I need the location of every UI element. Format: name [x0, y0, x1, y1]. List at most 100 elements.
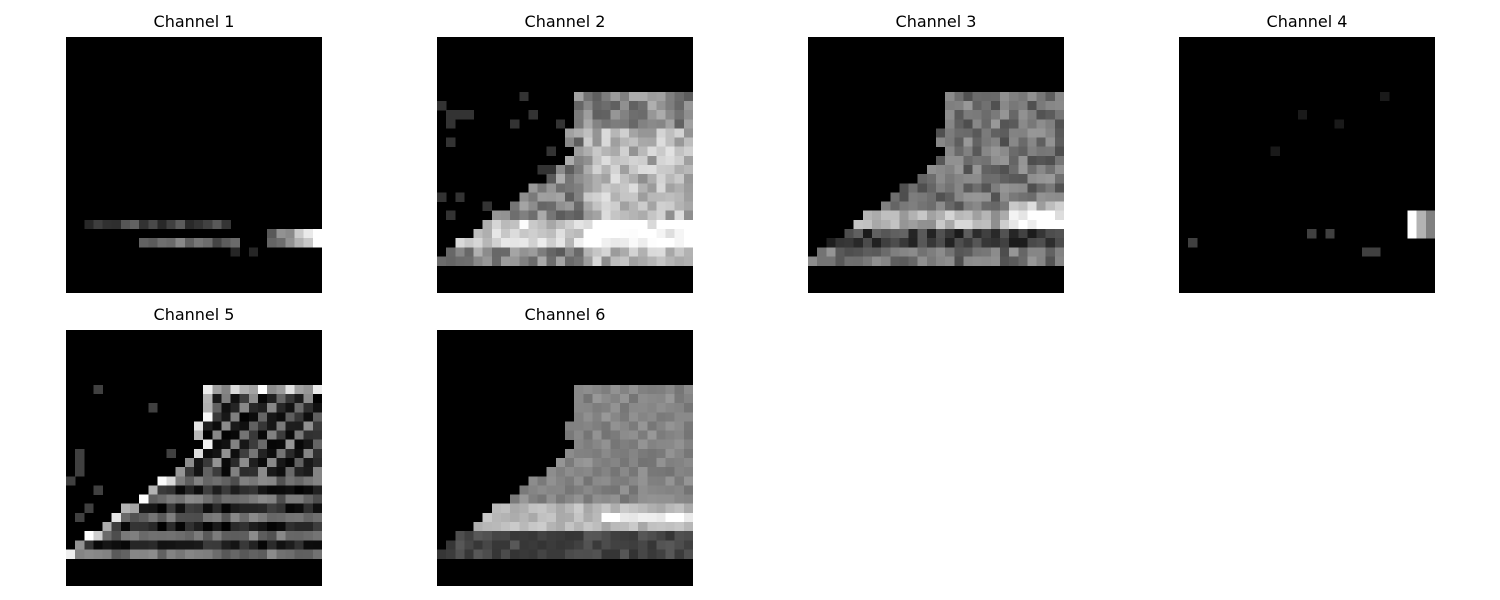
heatmap-cell: [212, 403, 222, 413]
heatmap-cell: [148, 531, 158, 541]
heatmap-cell: [619, 110, 630, 120]
heatmap-cell: [647, 458, 657, 468]
heatmap-cell: [230, 540, 240, 550]
heatmap-cell: [93, 485, 103, 495]
heatmap-cell: [203, 476, 213, 486]
heatmap-cell: [638, 439, 648, 450]
heatmap-cell: [203, 522, 213, 532]
heatmap-cell: [267, 512, 277, 523]
heatmap-cell: [120, 219, 131, 230]
heatmap-cell: [592, 110, 602, 120]
heatmap-cell: [491, 219, 502, 230]
heatmap-cell: [963, 101, 973, 111]
heatmap-cell: [194, 467, 204, 477]
heatmap-cell: [665, 503, 675, 514]
heatmap-cell: [665, 229, 675, 239]
heatmap-cell: [75, 458, 85, 468]
heatmap-cell: [674, 522, 685, 532]
heatmap-cell: [267, 549, 277, 559]
heatmap-cell: [963, 210, 973, 221]
heatmap-cell: [853, 256, 864, 266]
heatmap-cell: [221, 485, 231, 495]
heatmap-cell: [674, 503, 685, 514]
heatmap-cell: [574, 458, 584, 468]
heatmap-cell: [574, 91, 584, 102]
heatmap-cell: [212, 522, 222, 532]
heatmap-cell: [601, 256, 611, 266]
heatmap-cell: [981, 101, 992, 111]
heatmap-cell: [248, 522, 259, 532]
heatmap-cell: [230, 512, 240, 523]
heatmap-cell: [592, 522, 602, 532]
heatmap-cell: [583, 549, 593, 559]
heatmap-cell: [166, 503, 176, 514]
heatmap-cell: [583, 540, 593, 550]
heatmap-cell: [446, 137, 456, 147]
heatmap-cell: [519, 503, 529, 514]
heatmap-cell: [610, 531, 621, 541]
heatmap-cell: [629, 540, 639, 550]
heatmap-cell: [629, 503, 639, 514]
heatmap-cell: [936, 165, 946, 175]
heatmap-cell: [629, 394, 639, 404]
heatmap-cell: [1054, 229, 1064, 239]
heatmap-cell: [1027, 128, 1037, 138]
heatmap-cell: [491, 247, 502, 257]
heatmap-cell: [853, 229, 864, 239]
heatmap-cell: [926, 192, 937, 202]
heatmap-cell: [583, 110, 593, 120]
heatmap-cell: [1416, 210, 1427, 221]
heatmap-cell: [583, 467, 593, 477]
heatmap-cell: [629, 476, 639, 486]
heatmap-cell: [990, 128, 1001, 138]
heatmap-cell: [555, 458, 566, 468]
heatmap-cell: [473, 522, 483, 532]
heatmap-cell: [1054, 174, 1064, 184]
heatmap-cell: [656, 439, 666, 450]
heatmap-cell: [102, 522, 112, 532]
heatmap-cell: [610, 174, 621, 184]
heatmap-cell: [1027, 183, 1037, 193]
heatmap-cell: [1000, 201, 1010, 211]
heatmap-cell: [267, 448, 277, 459]
heatmap-cell: [683, 238, 693, 248]
heatmap-cell: [1000, 101, 1010, 111]
heatmap-cell: [537, 549, 547, 559]
heatmap-cell: [565, 476, 575, 486]
heatmap-cell: [890, 256, 900, 266]
heatmap-cell: [565, 183, 575, 193]
heatmap-cell: [619, 201, 630, 211]
heatmap-cell: [665, 174, 675, 184]
heatmap-cell: [501, 238, 511, 248]
heatmap-cell: [491, 229, 502, 239]
heatmap-cell: [555, 192, 566, 202]
heatmap-cell: [294, 485, 304, 495]
heatmap-cell: [248, 531, 259, 541]
heatmap-cell: [610, 192, 621, 202]
heatmap-cell: [1036, 183, 1046, 193]
heatmap-cell: [239, 421, 250, 431]
heatmap-cell: [464, 110, 474, 120]
heatmap-cell: [808, 256, 818, 266]
heatmap-cell: [239, 412, 250, 422]
heatmap-cell: [555, 522, 566, 532]
heatmap-cell: [102, 549, 112, 559]
heatmap-cell: [446, 210, 456, 221]
heatmap-cell: [1009, 110, 1019, 120]
heatmap-cell: [583, 512, 593, 523]
heatmap-cell: [945, 192, 955, 202]
heatmap-cell: [619, 494, 630, 504]
heatmap-cell: [674, 210, 685, 221]
heatmap-cell: [1009, 128, 1019, 138]
heatmap-cell: [565, 192, 575, 202]
heatmap-cell: [683, 101, 693, 111]
heatmap-cell: [455, 531, 465, 541]
heatmap-cell: [555, 503, 566, 514]
heatmap-cell: [835, 256, 845, 266]
heatmap-cell: [610, 439, 621, 450]
heatmap-cell: [899, 192, 909, 202]
heatmap-cell: [1045, 146, 1056, 157]
heatmap-cell: [546, 219, 557, 230]
heatmap-cell: [175, 503, 186, 514]
heatmap-cell: [972, 256, 982, 266]
